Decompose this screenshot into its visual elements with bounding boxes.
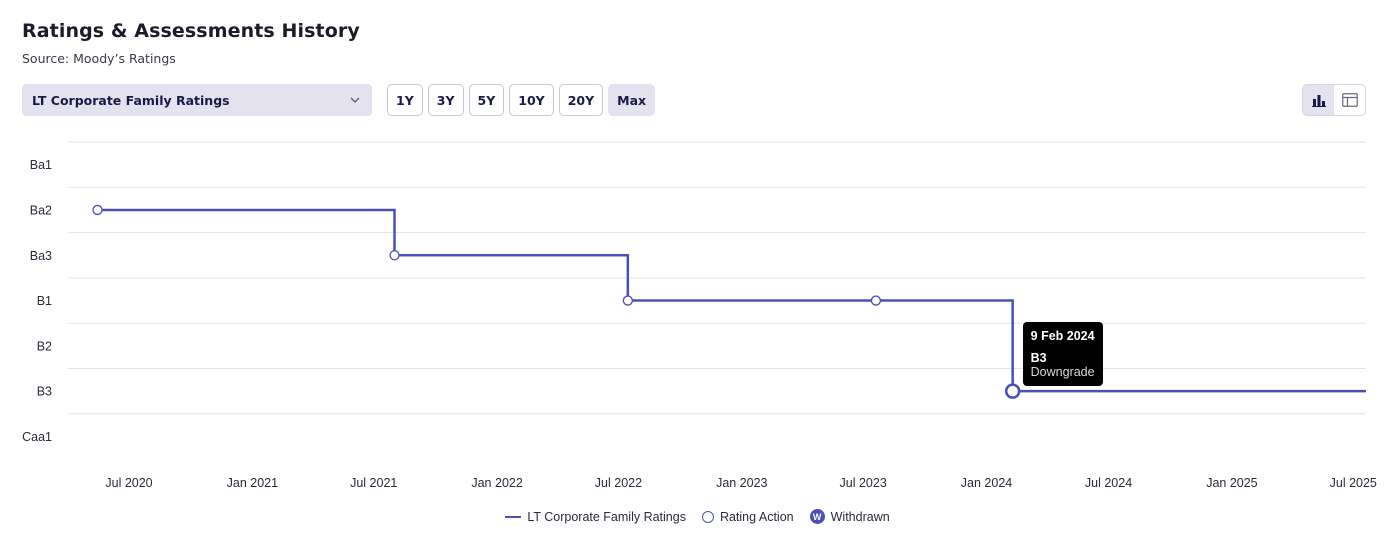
legend-label-withdrawn: Withdrawn xyxy=(830,509,890,524)
x-tick-label: Jul 2020 xyxy=(105,476,152,490)
range-button-10y[interactable]: 10Y xyxy=(509,84,554,116)
bar-chart-icon xyxy=(1311,94,1326,107)
ratings-chart: Ba1 Ba2 Ba3 B1 B2 B3 Caa1 Jul 2020 Jan 2021 Jul 2… xyxy=(22,141,1377,490)
range-button-5y[interactable]: 5Y xyxy=(468,84,505,116)
range-button-3y[interactable]: 3Y xyxy=(427,84,464,116)
x-tick-label: Jul 2022 xyxy=(595,476,642,490)
legend-label-rating-action: Rating Action xyxy=(719,509,794,524)
y-tick-label: B3 xyxy=(37,385,52,399)
rating-action-marker xyxy=(622,295,633,306)
withdrawn-marker-icon: W xyxy=(809,509,825,524)
source-note: Source: Moody’s Ratings xyxy=(22,51,176,66)
circle-marker-icon xyxy=(701,510,714,523)
x-tick-label: Jan 2021 xyxy=(227,476,278,490)
table-view-button[interactable] xyxy=(1334,85,1365,115)
page-title: Ratings & Assessments History xyxy=(22,20,360,42)
tooltip-rating: B3 xyxy=(1030,351,1047,366)
x-tick-label: Jul 2023 xyxy=(840,476,887,490)
legend-line-swatch xyxy=(505,515,522,518)
chevron-down-icon xyxy=(348,93,362,107)
y-tick-label: Caa1 xyxy=(22,430,52,444)
x-tick-label: Jul 2021 xyxy=(350,476,397,490)
legend-item-rating-action[interactable]: Rating Action xyxy=(701,509,794,524)
rating-action-marker xyxy=(389,250,400,261)
y-tick-label: Ba2 xyxy=(30,203,52,217)
tooltip-action: Downgrade xyxy=(1030,365,1095,380)
rating-action-marker xyxy=(92,204,103,216)
tooltip-date: 9 Feb 2024 xyxy=(1030,329,1095,344)
x-tick-label: Jul 2024 xyxy=(1085,476,1132,490)
legend-item-series[interactable]: LT Corporate Family Ratings xyxy=(505,509,686,524)
chart-legend: LT Corporate Family Ratings Rating Actio… xyxy=(0,509,1395,524)
x-tick-label: Jan 2025 xyxy=(1206,476,1257,490)
chart-view-button[interactable] xyxy=(1303,85,1334,115)
rating-action-marker xyxy=(1004,383,1021,399)
x-tick-label: Jan 2022 xyxy=(471,476,522,490)
rating-type-dropdown[interactable]: LT Corporate Family Ratings xyxy=(22,84,372,116)
table-icon xyxy=(1341,93,1358,107)
rating-type-selected: LT Corporate Family Ratings xyxy=(32,92,230,108)
range-button-1y[interactable]: 1Y xyxy=(387,84,423,116)
view-toggle xyxy=(1302,84,1366,116)
time-range-buttons: 1Y 3Y 5Y 10Y 20Y Max xyxy=(387,84,656,116)
y-tick-label: B1 xyxy=(37,294,52,308)
series-line xyxy=(97,208,1366,393)
chart-tooltip: 9 Feb 2024 B3 Downgrade xyxy=(1022,322,1103,387)
y-tick-label: Ba1 xyxy=(30,158,52,172)
x-tick-label: Jan 2023 xyxy=(716,476,767,490)
rating-action-marker xyxy=(870,295,882,306)
range-button-max[interactable]: Max xyxy=(608,84,656,116)
legend-item-withdrawn[interactable]: W Withdrawn xyxy=(809,509,890,524)
x-tick-label: Jul 2025 xyxy=(1330,476,1377,490)
x-tick-label: Jan 2024 xyxy=(961,476,1012,490)
range-button-20y[interactable]: 20Y xyxy=(558,84,604,116)
y-tick-label: B2 xyxy=(37,339,52,353)
legend-label-series: LT Corporate Family Ratings xyxy=(527,509,686,524)
y-tick-label: Ba3 xyxy=(30,249,52,263)
